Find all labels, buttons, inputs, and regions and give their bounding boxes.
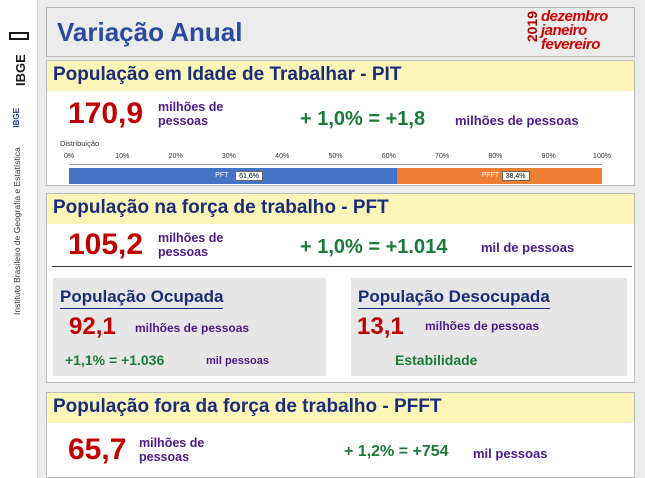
axis-tick-label: 70% [435,153,450,160]
desocupada-unit: milhões de pessoas [425,319,540,333]
pfft-unit: milhões de pessoas [139,436,205,464]
pit-value: 170,9 [68,97,144,130]
bar-value-label: 61,6% [235,171,264,181]
pit-unit: milhões de pessoas [158,100,224,128]
axis-tick-label: 100% [593,153,611,160]
pit-title: População em Idade de Trabalhar - PIT [47,61,634,91]
pft-delta-unit: mil de pessoas [481,240,575,255]
month-item: fevereiro [541,36,600,53]
axis-tick-label: 90% [541,153,556,160]
desocupada-panel: População Desocupada 13,1 milhões de pes… [351,278,627,376]
bar-value-label: 38,4% [501,171,530,181]
bar-pft: PFT 61,6% [69,168,398,184]
ibge-logo-icon: IBGE [9,32,29,86]
desocupada-title: População Desocupada [358,287,550,309]
pfft-title: População fora da força de trabalho - PF… [47,393,634,423]
ocupada-panel: População Ocupada 92,1 milhões de pessoa… [53,278,326,376]
axis-tick-label: 20% [168,153,183,160]
months-list: dezembro janeiro fevereiro [541,8,608,53]
bar-pfft: PFFT 38,4% [397,168,602,184]
pit-section: População em Idade de Trabalhar - PIT 17… [46,60,635,186]
desocupada-status: Estabilidade [395,352,478,368]
pft-value: 105,2 [68,228,144,261]
ocupada-delta-unit: mil pessoas [206,355,269,367]
pft-title: População na força de trabalho - PFT [47,194,634,224]
pit-delta: + 1,0% = +1,8 [300,108,426,130]
pfft-section: População fora da força de trabalho - PF… [46,392,635,478]
axis-tick-label: 10% [115,153,130,160]
ocupada-unit: milhões de pessoas [135,321,250,335]
axis-tick-label: 60% [381,153,396,160]
svg-text:IBGE: IBGE [13,54,28,86]
distribution-label: Distribuição [60,139,100,148]
distribution-track [69,164,602,165]
institute-name: Instituto Brasileiro de Geografia e Esta… [12,147,22,315]
axis-tick-label: 30% [221,153,236,160]
year-label: 2019 [524,11,540,43]
pft-delta: + 1,0% = +1.014 [300,236,448,258]
sidebar: IBGE IBGE Instituto Brasileiro de Geogra… [0,0,38,478]
month-item: janeiro [541,22,587,39]
axis-tick-label: 0% [63,153,75,160]
ocupada-delta: +1,1% = +1.036 [65,352,165,368]
pit-delta-unit: milhões de pessoas [455,113,579,128]
axis-tick-label: 50% [328,153,343,160]
pft-unit: milhões de pessoas [158,231,224,259]
pfft-delta: + 1,2% = +754 [344,443,449,460]
pfft-value: 65,7 [68,433,127,466]
desocupada-value: 13,1 [357,313,404,340]
ibge-label: IBGE [12,108,21,128]
axis-tick-label: 40% [275,153,290,160]
axis-tick-label: 80% [488,153,503,160]
header: Variação Anual 2019 dezembro janeiro fev… [46,7,635,57]
pft-section: População na força de trabalho - PFT 105… [46,193,635,383]
ocupada-value: 92,1 [69,313,116,340]
slide: Variação Anual 2019 dezembro janeiro fev… [38,0,645,478]
bar-name-label: PFT [215,172,229,179]
ocupada-title: População Ocupada [60,287,224,309]
bar-name-label: PFFT [481,172,500,179]
month-item: dezembro [541,8,608,25]
pfft-delta-unit: mil pessoas [473,446,548,461]
divider [52,266,632,267]
page-title: Variação Anual [57,17,243,47]
